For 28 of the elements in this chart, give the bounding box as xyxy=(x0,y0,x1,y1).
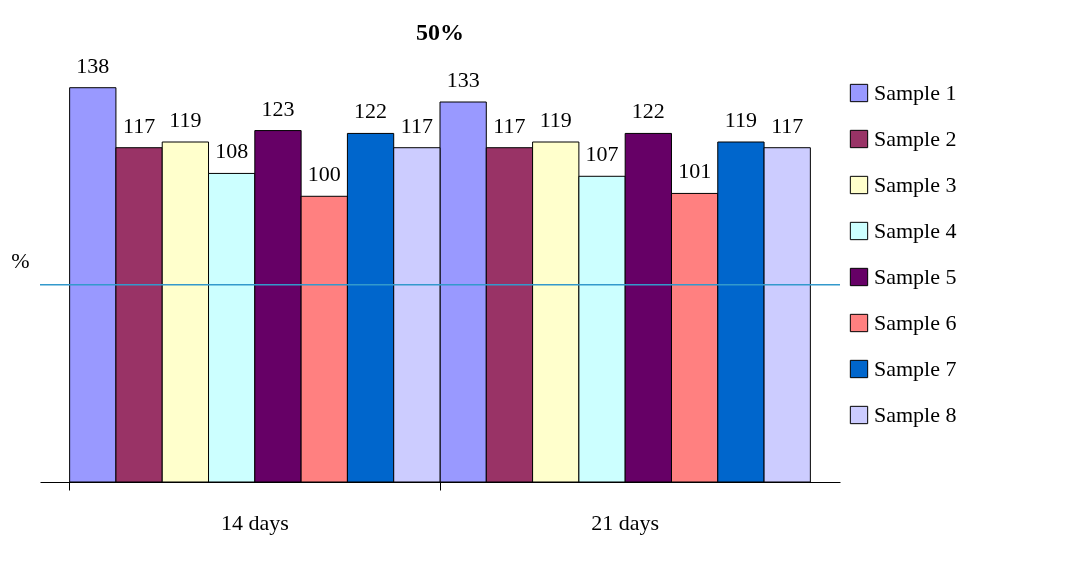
data-label: 108 xyxy=(215,138,249,164)
data-label: 122 xyxy=(354,98,388,124)
data-label: 100 xyxy=(307,161,341,187)
data-label: 119 xyxy=(539,107,572,132)
data-label: 119 xyxy=(169,107,202,132)
data-label: 123 xyxy=(261,95,295,121)
data-label: 122 xyxy=(631,98,665,124)
legend-label: Sample 4 xyxy=(874,218,957,243)
x-tick-label: 21 days xyxy=(591,509,660,535)
legend-label: Sample 5 xyxy=(874,264,957,289)
legend-label: Sample 7 xyxy=(874,356,957,381)
data-label: 117 xyxy=(771,112,804,138)
x-tick-label: 14 days xyxy=(220,509,289,535)
data-label: 117 xyxy=(400,112,433,138)
legend-label: Sample 2 xyxy=(874,126,957,151)
data-label: 107 xyxy=(585,141,619,167)
legend-label: Sample 1 xyxy=(874,80,957,105)
legend-label: Sample 3 xyxy=(874,172,957,197)
y-axis-title: % xyxy=(11,247,30,273)
legend-label: Sample 8 xyxy=(874,402,957,427)
data-label: 119 xyxy=(724,107,758,132)
data-label: 133 xyxy=(446,67,480,92)
data-label: 101 xyxy=(678,158,712,184)
data-label: 117 xyxy=(493,112,526,138)
data-label: 138 xyxy=(76,52,110,78)
data-label: 117 xyxy=(122,112,156,138)
legend-label: Sample 6 xyxy=(874,310,957,335)
chart-title: 50% xyxy=(416,18,464,45)
